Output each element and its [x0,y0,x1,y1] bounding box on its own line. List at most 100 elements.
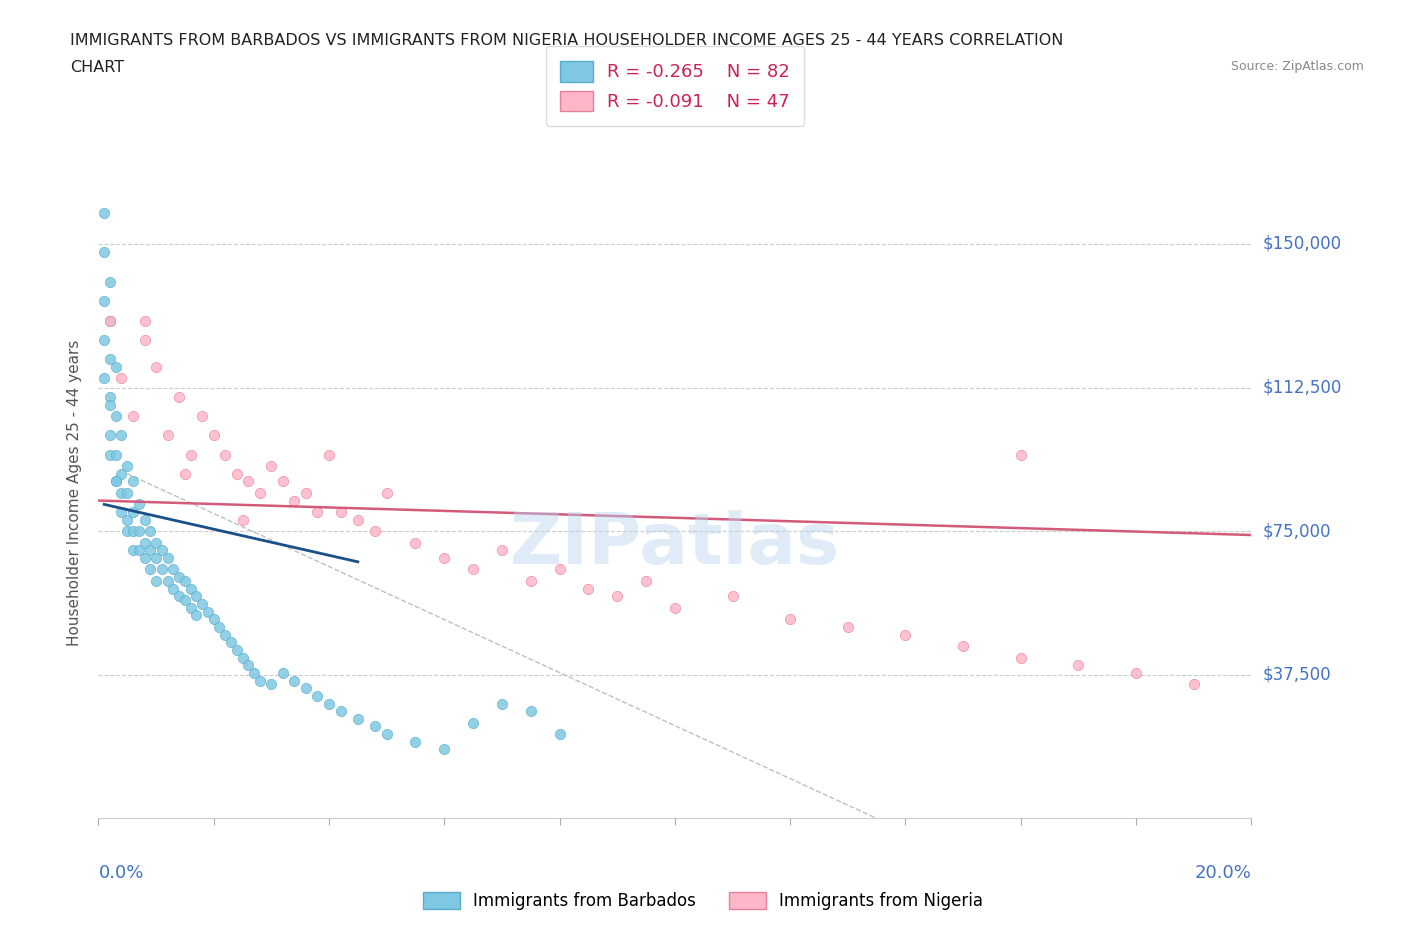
Point [98,447,121,462]
Point [156,574,179,589]
Point [225,643,247,658]
Point [145,359,167,374]
Point [134,332,156,347]
Point [145,551,167,565]
Point [186,589,208,604]
Point [1182,677,1205,692]
Point [260,458,283,473]
Legend: R = -0.265    N = 82, R = -0.091    N = 47: R = -0.265 N = 82, R = -0.091 N = 47 [546,46,804,126]
Point [271,474,294,489]
Point [104,474,127,489]
Point [162,562,184,577]
Point [952,639,974,654]
Point [364,719,387,734]
Point [117,485,138,500]
Point [271,666,294,681]
Point [249,485,271,500]
Point [1125,666,1147,681]
Point [110,485,132,500]
Point [346,711,368,726]
Point [329,505,352,520]
Point [139,562,162,577]
Point [134,313,156,328]
Point [364,524,387,538]
Point [98,275,121,290]
Legend: Immigrants from Barbados, Immigrants from Nigeria: Immigrants from Barbados, Immigrants fro… [416,885,990,917]
Point [191,409,214,424]
Point [128,543,150,558]
Point [433,551,456,565]
Point [208,619,231,634]
Point [491,543,513,558]
Point [128,497,150,512]
Point [606,589,628,604]
Point [664,601,686,616]
Point [180,447,202,462]
Point [219,635,242,650]
Text: 0.0%: 0.0% [98,864,143,882]
Point [110,505,132,520]
Point [346,512,368,527]
Point [238,474,260,489]
Point [162,581,184,596]
Point [433,742,456,757]
Point [307,688,329,703]
Point [578,581,600,596]
Point [134,512,156,527]
Point [110,370,132,385]
Point [180,581,202,596]
Point [191,596,214,611]
Point [225,466,247,481]
Point [231,650,254,665]
Point [548,562,571,577]
Point [491,696,513,711]
Point [139,543,162,558]
Point [167,589,190,604]
Point [238,658,260,672]
Point [134,536,156,551]
Point [202,612,225,627]
Point [122,505,145,520]
Text: $150,000: $150,000 [1263,235,1341,253]
Point [548,726,571,741]
Point [307,505,329,520]
Point [405,536,427,551]
Point [461,562,484,577]
Point [295,485,318,500]
Point [110,466,132,481]
Y-axis label: Householder Income Ages 25 - 44 years: Householder Income Ages 25 - 44 years [67,339,83,646]
Point [117,524,138,538]
Point [117,512,138,527]
Point [174,466,197,481]
Point [93,294,115,309]
Point [520,574,543,589]
Point [104,359,127,374]
Point [145,536,167,551]
Point [93,332,115,347]
Point [329,704,352,719]
Point [894,627,917,642]
Point [214,447,236,462]
Point [150,543,173,558]
Point [243,666,266,681]
Point [174,592,197,607]
Point [197,604,219,619]
Point [122,409,145,424]
Text: $112,500: $112,500 [1263,379,1341,396]
Point [180,601,202,616]
Point [98,313,121,328]
Point [104,474,127,489]
Point [98,352,121,366]
Point [260,677,283,692]
Point [186,608,208,623]
Point [283,673,305,688]
Point [249,673,271,688]
Point [110,428,132,443]
Point [1067,658,1090,672]
Point [1010,650,1032,665]
Point [837,619,859,634]
Point [98,428,121,443]
Text: Source: ZipAtlas.com: Source: ZipAtlas.com [1230,60,1364,73]
Point [295,681,318,696]
Point [104,447,127,462]
